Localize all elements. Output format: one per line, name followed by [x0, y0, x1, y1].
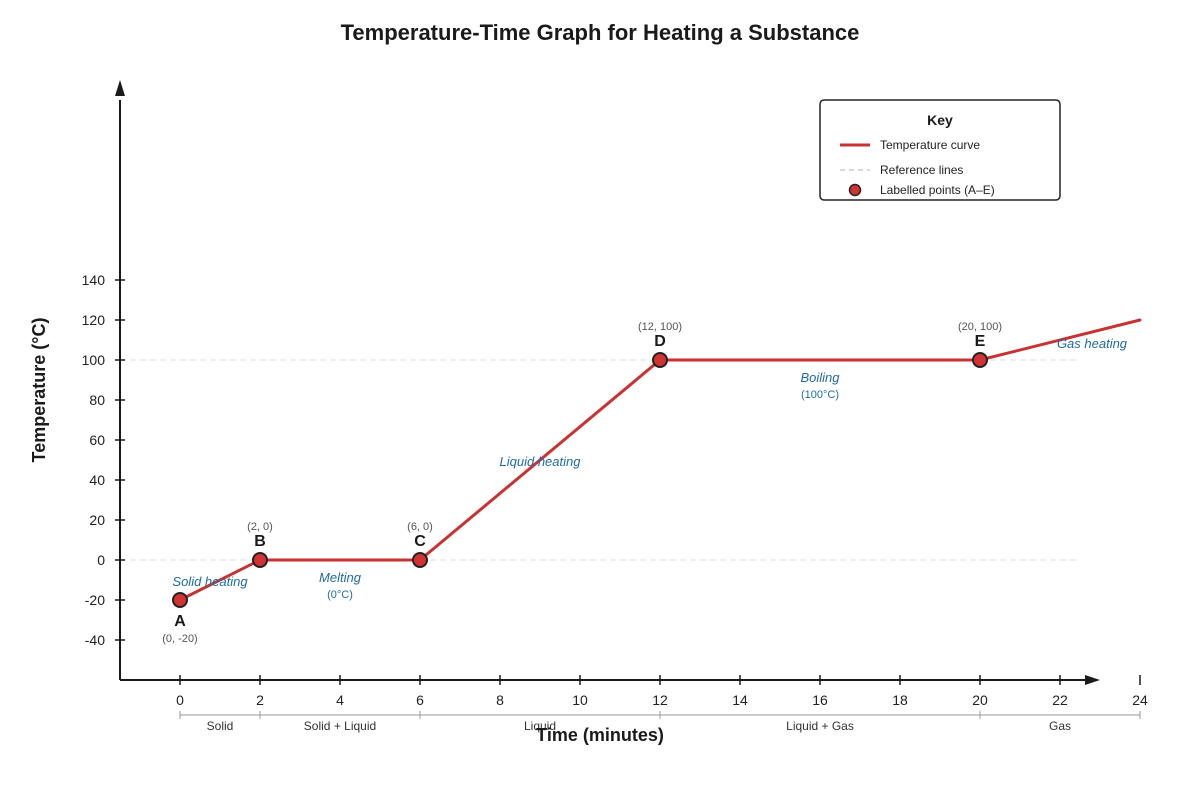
- x-tick-label: 0: [176, 692, 184, 708]
- point-marker-d: [652, 352, 668, 368]
- phase-label: Gas: [1049, 719, 1071, 733]
- point-coord-b: (2, 0): [247, 521, 273, 533]
- phase-annotation: Liquid heating: [500, 454, 582, 469]
- temperature-curve-line: [178, 318, 1142, 602]
- phase-label: Solid: [207, 719, 234, 733]
- point-coord-e: (20, 100): [958, 321, 1002, 333]
- point-marker-b: [252, 552, 268, 568]
- x-tick-label: 20: [972, 692, 988, 708]
- x-tick-label: 2: [256, 692, 264, 708]
- phase-annotation: Solid heating: [172, 574, 248, 589]
- phase-annotation: Melting: [319, 570, 362, 585]
- y-tick-label: 60: [89, 432, 105, 448]
- labelled-points: A (0, -20) B(2, 0) C(6, 0) D(12, 100) E(20, 1…: [162, 321, 1002, 645]
- x-tick-label: 8: [496, 692, 504, 708]
- legend-title: Key: [927, 112, 953, 128]
- phase-annotation: Gas heating: [1057, 336, 1128, 351]
- axes: [115, 80, 1100, 685]
- phase-annotation: Boiling: [800, 370, 840, 385]
- x-tick-label: 18: [892, 692, 908, 708]
- x-tick-label: 6: [416, 692, 424, 708]
- point-letter-c: C: [414, 533, 426, 550]
- legend-item-label: Reference lines: [880, 163, 963, 177]
- y-axis-arrow: [115, 80, 125, 96]
- y-tick-label: 100: [82, 352, 106, 368]
- y-axis-title: Temperature (°C): [29, 318, 49, 463]
- phase-label: Liquid: [524, 719, 556, 733]
- x-tick-label: 16: [812, 692, 828, 708]
- legend: Key Temperature curve Reference lines Label…: [819, 99, 1061, 201]
- x-axis-arrow: [1085, 675, 1100, 685]
- y-tick-label: 0: [97, 552, 105, 568]
- point-marker-e: [972, 352, 988, 368]
- phase-label: Solid + Liquid: [304, 719, 376, 733]
- point-coord-a: (0, -20): [162, 633, 197, 645]
- y-tick-label: 20: [89, 512, 105, 528]
- x-tick-label: 14: [732, 692, 748, 708]
- legend-item-label: Temperature curve: [880, 138, 980, 152]
- phase-annotation-sub: (0°C): [327, 589, 353, 601]
- phase-bar: Solid Solid + Liquid Liquid Liquid + Gas Gas: [179, 711, 1141, 733]
- phase-label: Liquid + Gas: [786, 719, 854, 733]
- x-tick-label: 24: [1132, 692, 1148, 708]
- phase-annotation-sub: (100°C): [801, 389, 839, 401]
- annotations: Solid heating Melting (0°C) Liquid heating B…: [172, 336, 1127, 601]
- legend-swatch-marker: [848, 183, 862, 197]
- ticks: 0 2 4 6 8 10 12 14 16 18 20 22 24-40-200204060801001…: [82, 272, 1148, 708]
- y-tick-label: 120: [82, 312, 106, 328]
- legend-item-label: Labelled points (A–E): [880, 183, 995, 197]
- point-letter-d: D: [654, 333, 666, 350]
- x-axis-title: Time (minutes): [536, 725, 664, 745]
- y-tick-label: -40: [85, 632, 105, 648]
- x-tick-label: 22: [1052, 692, 1068, 708]
- y-tick-label: 40: [89, 472, 105, 488]
- point-marker-c: [412, 552, 428, 568]
- x-tick-label: 12: [652, 692, 668, 708]
- y-tick-label: 80: [89, 392, 105, 408]
- x-tick-label: 4: [336, 692, 344, 708]
- y-tick-label: 140: [82, 272, 106, 288]
- point-coord-c: (6, 0): [407, 521, 433, 533]
- legend-box: [819, 99, 1061, 201]
- point-marker-a: [172, 592, 188, 608]
- point-letter-e: E: [975, 333, 986, 350]
- point-letter-b: B: [254, 533, 266, 550]
- y-tick-label: -20: [85, 592, 105, 608]
- temperature-curve-group: [178, 318, 1142, 602]
- point-letter-a: A: [174, 613, 186, 630]
- chart-title: Temperature-Time Graph for Heating a Sub…: [341, 20, 860, 45]
- point-coord-d: (12, 100): [638, 321, 682, 333]
- x-tick-label: 10: [572, 692, 588, 708]
